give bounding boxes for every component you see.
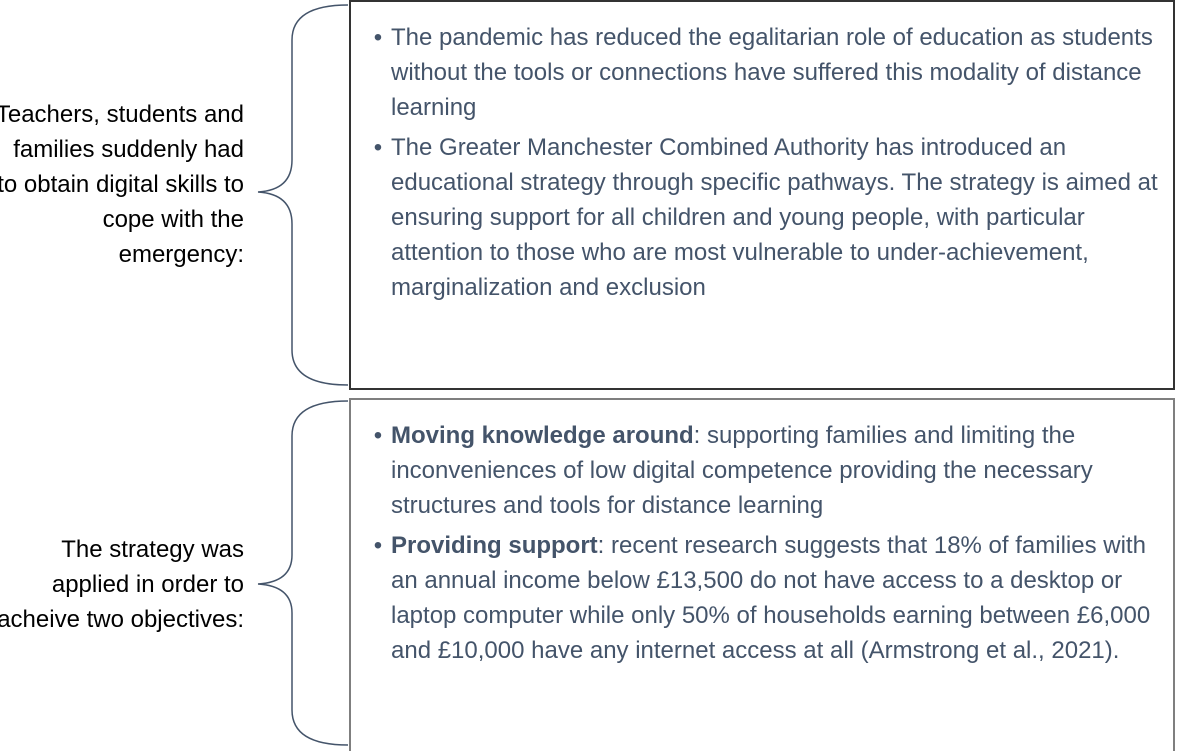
brace [257, 400, 349, 746]
bullet-term: Moving knowledge around [391, 422, 694, 449]
bullet-text: The pandemic has reduced the egalitarian… [391, 24, 1153, 121]
bullet: The pandemic has reduced the egalitarian… [365, 20, 1159, 125]
text-box: Moving knowledge around: supporting fami… [349, 398, 1175, 751]
section-label: Teachers, students and families suddenly… [0, 101, 244, 268]
bullet: The Greater Manchester Combined Authorit… [365, 130, 1159, 305]
bullet-list: Moving knowledge around: supporting fami… [365, 418, 1159, 668]
bullet-term: Providing support [391, 532, 598, 559]
text-box: The pandemic has reduced the egalitarian… [349, 0, 1175, 390]
bullet: Providing support: recent research sugge… [365, 528, 1159, 668]
brace [257, 4, 349, 386]
bullet-text: : supporting families and limiting the i… [391, 422, 1093, 519]
bullet-text: The Greater Manchester Combined Authorit… [391, 134, 1158, 301]
bullet: Moving knowledge around: supporting fami… [365, 418, 1159, 523]
bullet-text: : recent research suggests that 18% of f… [391, 532, 1151, 664]
bullet-list: The pandemic has reduced the egalitarian… [365, 20, 1159, 305]
section-label: The strategy was applied in order to ach… [0, 536, 244, 633]
